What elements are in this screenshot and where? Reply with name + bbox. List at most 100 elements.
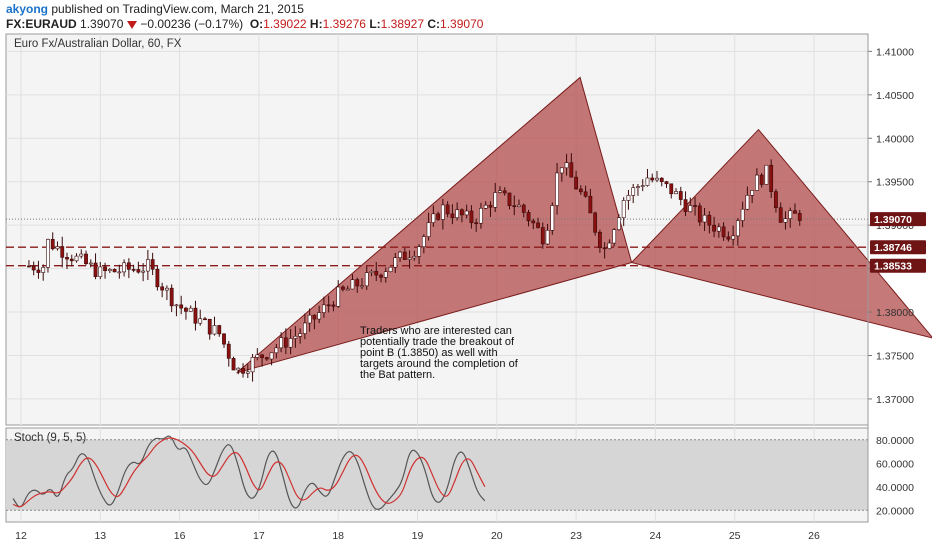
candle-down <box>712 224 716 232</box>
candle-down <box>759 174 764 185</box>
stochastic-lines <box>12 435 486 510</box>
candle-down <box>27 265 31 268</box>
author-link[interactable]: akyong <box>6 2 49 16</box>
price-tags: 1.39070 1.38746 1.38533 <box>870 212 926 273</box>
candle-down <box>726 236 731 240</box>
candle-up <box>617 217 621 230</box>
quote-line: FX:EURAUD 1.39070 −0.00236 (−0.17%) O:1.3… <box>6 17 483 32</box>
candle-up <box>636 186 640 189</box>
candle-up <box>640 185 645 187</box>
candle-down <box>678 191 683 200</box>
y-tick-label: 1.41000 <box>876 46 914 58</box>
candle-up <box>117 271 122 274</box>
candle-up <box>716 226 721 232</box>
candle-up <box>364 272 369 287</box>
candle-up <box>174 304 179 307</box>
candlesticks <box>27 153 802 382</box>
close-label: C: <box>427 17 441 31</box>
candle-up <box>702 214 707 223</box>
candle-up <box>464 210 469 216</box>
stochastic-axis[interactable]: 80.0000 60.0000 40.0000 20.0000 <box>876 435 914 518</box>
last-price: 1.39070 <box>80 17 124 31</box>
candle-down <box>150 259 155 270</box>
candle-down <box>721 226 726 238</box>
y-tick-label: 1.39500 <box>876 177 914 189</box>
candle-up <box>421 236 426 247</box>
symbol-label: FX:EURAUD <box>6 17 77 31</box>
candle-down <box>593 212 598 233</box>
y-tick-label: 1.40500 <box>876 90 914 102</box>
candle-up <box>479 208 483 224</box>
candle-up <box>788 210 793 219</box>
candle-up <box>336 286 341 307</box>
candle-up <box>550 205 555 231</box>
candle-down <box>226 343 231 359</box>
candle-up <box>407 257 412 260</box>
candle-up <box>250 357 255 373</box>
y-tick-label: 1.37500 <box>876 350 914 362</box>
candle-up <box>555 172 559 206</box>
price-axis[interactable]: 1.410001.405001.400001.395001.390001.385… <box>867 34 914 522</box>
candle-up <box>245 371 250 374</box>
annotation-line: potentially trade the breakout of <box>360 336 515 348</box>
candle-up <box>735 220 740 237</box>
candle-up <box>655 177 659 181</box>
open-value: 1.39022 <box>263 17 307 31</box>
price-tag-box <box>870 258 926 273</box>
stochastic-d-line <box>12 437 486 508</box>
candle-up <box>559 167 564 174</box>
candle-down <box>331 304 336 307</box>
pattern-bcd-triangle[interactable] <box>630 128 932 339</box>
candle-up <box>98 266 103 277</box>
candle-up <box>621 200 626 218</box>
candle-down <box>103 266 107 272</box>
candle-up <box>493 192 498 208</box>
pattern-xab-triangle[interactable] <box>236 76 633 374</box>
candle-down <box>488 204 493 208</box>
candle-up <box>764 164 769 185</box>
stochastic-tick-label: 60.0000 <box>876 458 914 470</box>
candle-down <box>450 213 455 218</box>
publish-info: published on TradingView.com, March 21, … <box>51 2 304 16</box>
chart-title: Euro Fx/Australian Dollar, 60, FX <box>14 38 182 50</box>
candle-up <box>293 335 298 339</box>
candle-up <box>383 271 388 278</box>
candle-down <box>184 307 188 312</box>
candle-down <box>341 286 345 290</box>
candle-down <box>502 190 507 194</box>
candle-down <box>312 314 317 320</box>
candle-down <box>797 213 802 221</box>
bat-pattern[interactable] <box>236 76 932 374</box>
x-tick-label: 25 <box>729 530 741 542</box>
price-tag-label: 1.38746 <box>874 242 912 254</box>
candle-down <box>697 205 702 223</box>
candle-up <box>369 270 374 273</box>
annotation-text: Traders who are interested can potentiall… <box>360 325 519 381</box>
candle-down <box>231 358 236 371</box>
candle-up <box>417 246 421 257</box>
candle-down <box>241 367 245 374</box>
candle-up <box>688 205 693 212</box>
candle-up <box>564 162 569 169</box>
candle-down <box>136 269 141 273</box>
candle-down <box>460 209 464 216</box>
candle-down <box>207 318 212 335</box>
candle-up <box>79 253 84 257</box>
close-value: 1.39070 <box>440 17 484 31</box>
candle-down <box>474 222 479 225</box>
candle-up <box>626 195 631 201</box>
candle-down <box>664 181 669 185</box>
candle-down <box>507 192 512 207</box>
candle-up <box>607 242 612 249</box>
candle-up <box>322 304 326 313</box>
candle-up <box>745 195 750 210</box>
time-axis[interactable]: 12 13 16 17 18 19 20 23 24 25 26 <box>15 530 820 542</box>
candle-up <box>360 285 364 288</box>
candle-up <box>498 190 502 193</box>
candle-down <box>597 231 602 249</box>
down-arrow-icon <box>127 20 138 29</box>
candle-down <box>707 214 712 226</box>
candle-up <box>302 322 307 334</box>
candle-up <box>122 262 126 273</box>
